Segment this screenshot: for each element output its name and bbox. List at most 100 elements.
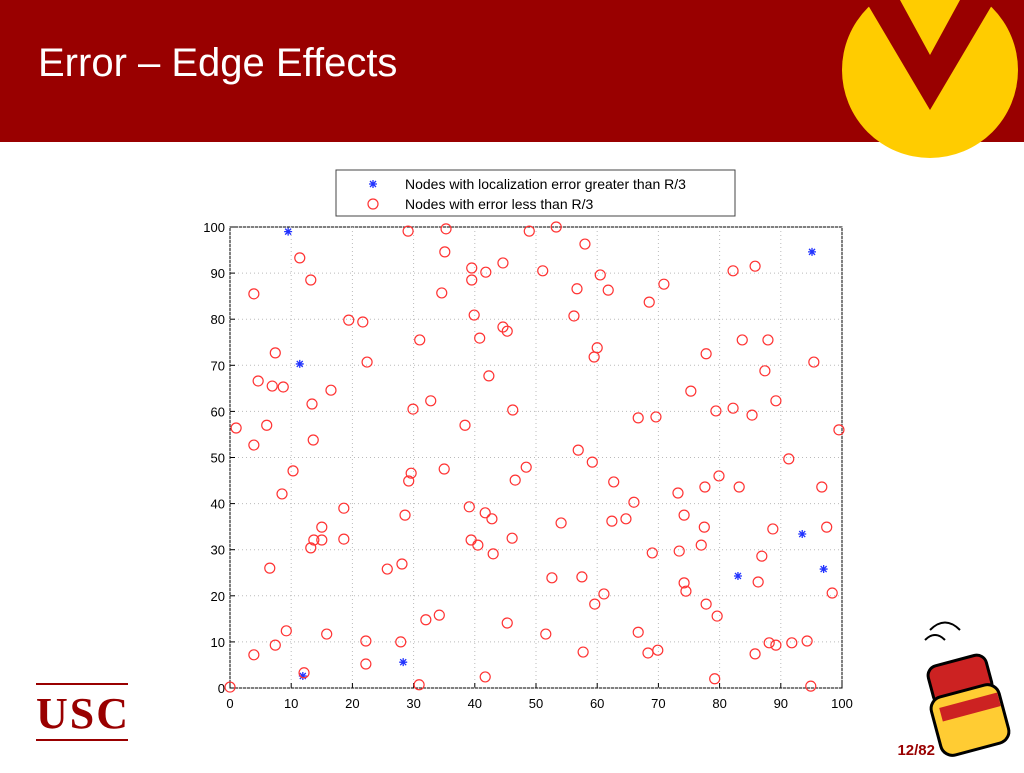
legend-label: Nodes with error less than R/3 [405,196,594,212]
point [746,409,758,421]
point [414,334,426,346]
y-tick-label: 70 [211,358,225,373]
point [248,288,260,300]
point [277,381,289,393]
point [546,572,558,584]
point [727,402,739,414]
point [501,617,513,629]
point [509,474,521,486]
point [550,221,562,233]
point [436,287,448,299]
point [306,398,318,410]
point [826,587,838,599]
point [736,334,748,346]
point [264,562,276,574]
y-tick-label: 40 [211,497,225,512]
point [497,257,509,269]
point [673,545,685,557]
point [819,565,828,574]
point [269,347,281,359]
point [474,332,486,344]
point [571,283,583,295]
point [646,547,658,559]
point [360,658,372,670]
x-tick-label: 20 [345,696,359,711]
point [266,380,278,392]
legend-marker [367,198,379,210]
point [230,422,242,434]
point [710,405,722,417]
slide-title: Error – Edge Effects [38,41,397,85]
point [361,356,373,368]
point [405,467,417,479]
point [767,523,779,535]
x-tick-label: 90 [774,696,788,711]
point [276,488,288,500]
point [294,252,306,264]
point [594,269,606,281]
y-tick-label: 100 [203,220,225,235]
point [338,533,350,545]
point [338,502,350,514]
point [224,681,236,693]
point [572,444,584,456]
point [399,509,411,521]
y-tick-label: 80 [211,312,225,327]
point [620,513,632,525]
point [425,395,437,407]
y-tick-label: 0 [218,681,225,696]
point [576,571,588,583]
point [695,539,707,551]
point [466,274,478,286]
legend-marker [369,180,377,188]
x-tick-label: 70 [651,696,665,711]
point [685,385,697,397]
point [608,476,620,488]
point [438,463,450,475]
point [678,509,690,521]
point [523,225,535,237]
point [568,310,580,322]
x-tick-label: 80 [712,696,726,711]
point [786,637,798,649]
point [486,513,498,525]
point [606,515,618,527]
point [700,598,712,610]
point [733,481,745,493]
point [711,610,723,622]
point [698,521,710,533]
point [439,246,451,258]
point [658,278,670,290]
point [248,439,260,451]
point [360,635,372,647]
usc-logo: USC [36,689,128,738]
point [808,247,817,256]
point [298,672,307,681]
point [700,348,712,360]
point [248,649,260,661]
point [407,403,419,415]
point [643,296,655,308]
point [555,517,567,529]
point [598,588,610,600]
point [733,571,742,580]
point [727,265,739,277]
point [540,628,552,640]
legend-box [335,169,736,217]
point [305,542,317,554]
point [269,639,281,651]
point [420,614,432,626]
page-number: 12/82 [897,742,935,759]
point [497,321,509,333]
point [479,507,491,519]
point [762,334,774,346]
y-tick-label: 10 [211,635,225,650]
point [468,309,480,321]
point [381,563,393,575]
robot [924,621,1011,757]
point [479,671,491,683]
x-tick-label: 0 [226,696,233,711]
x-tick-label: 10 [284,696,298,711]
point [805,680,817,692]
